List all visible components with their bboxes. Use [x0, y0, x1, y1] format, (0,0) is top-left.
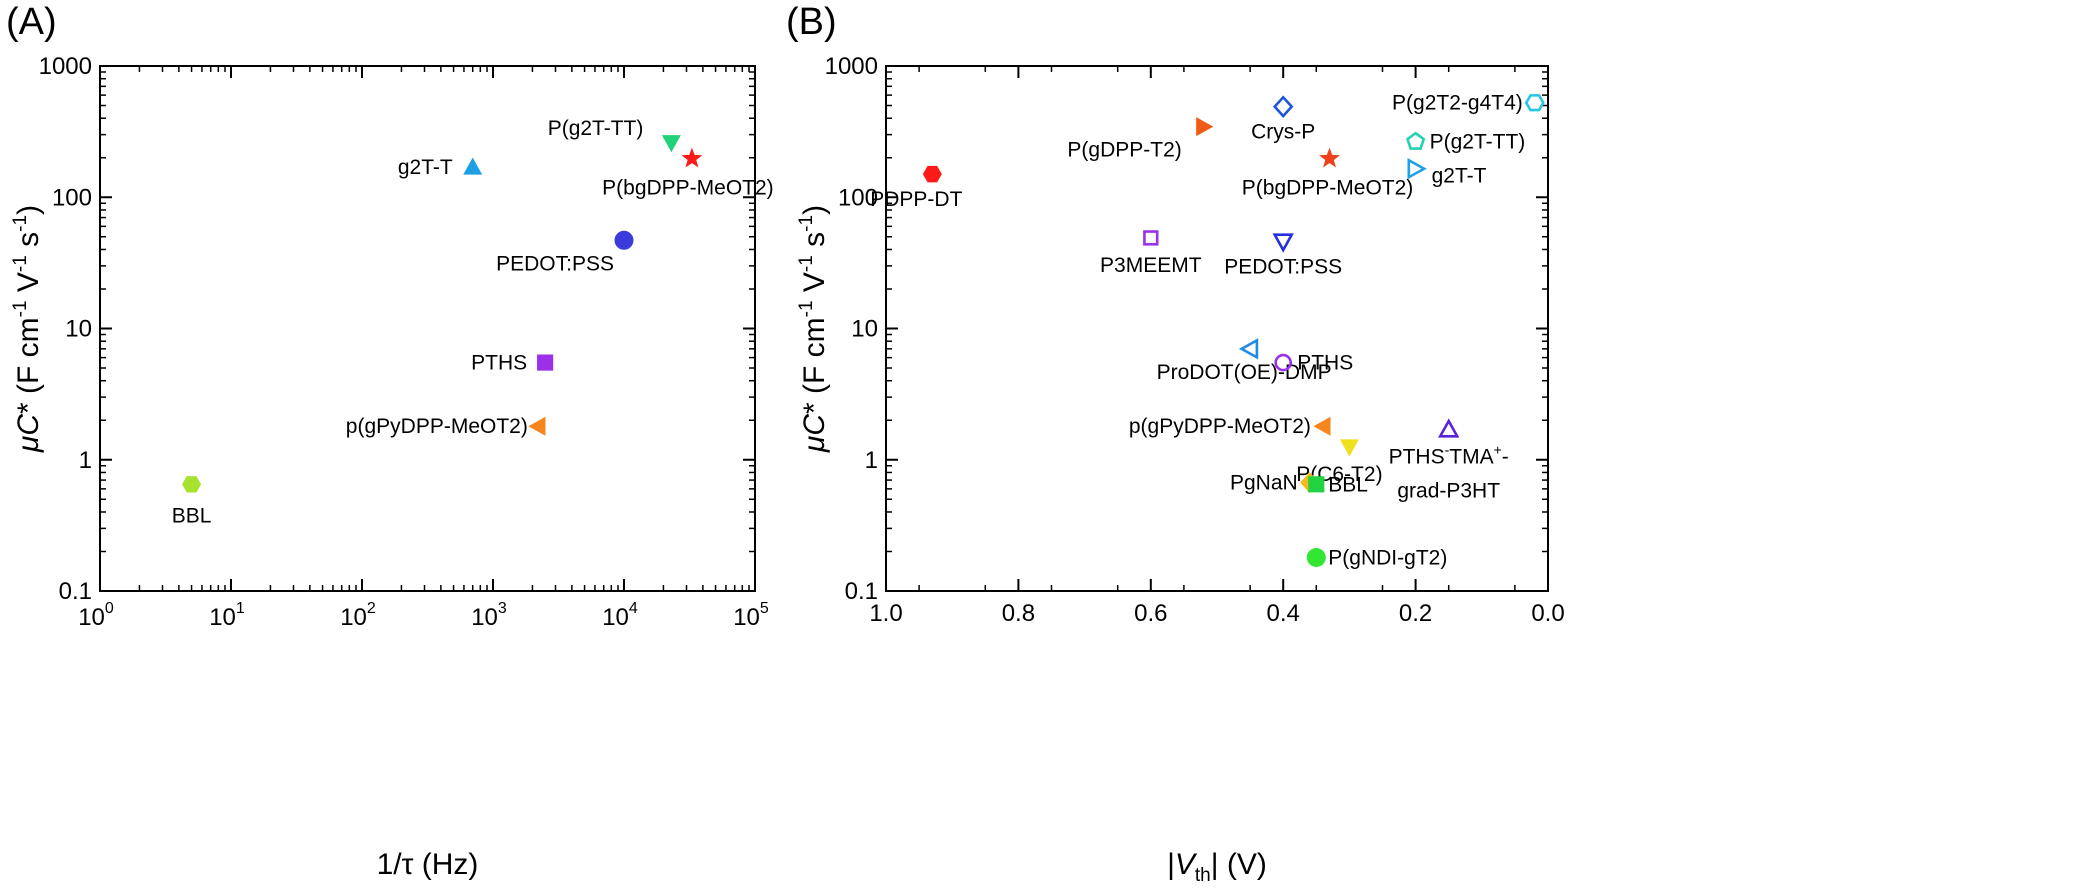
p3meemt-label: P3MEEMT [1100, 254, 1202, 277]
y-tick-label: 10 [851, 316, 878, 343]
g2t-t-label: g2T-T [1432, 165, 1487, 188]
pths-label: PTHS [1297, 352, 1353, 375]
p-g2t-tt-label: P(g2T-TT) [548, 117, 644, 140]
p-g2t-tt-label: P(g2T-TT) [1430, 131, 1526, 154]
g2t-t-marker [1407, 157, 1427, 180]
y-tick-label: 0.1 [59, 578, 92, 605]
p-g2t-tt-marker [661, 135, 681, 153]
prodot-oe-dmp-label: ProDOT(OE)-DMP [1157, 361, 1332, 384]
pths-marker [537, 354, 554, 371]
p-g2t2-g4t4-label: P(g2T2-g4T4) [1392, 92, 1523, 115]
bbl-marker [1308, 476, 1325, 493]
x-axis-title: |Vth| (V) [1167, 848, 1267, 886]
x-tick-label: 1.0 [869, 600, 902, 627]
x-tick-label: 0.4 [1267, 600, 1300, 627]
y-tick-label: 100 [52, 184, 92, 211]
p-bgdpp-meot2-label: P(bgDPP-MeOT2) [602, 177, 774, 200]
y-tick-label: 1000 [39, 53, 92, 80]
x-tick-label: 104 [602, 600, 638, 631]
pgnan-label: PgNaN [1230, 472, 1298, 495]
x-tick-label: 101 [209, 600, 245, 631]
y-tick-label: 0.1 [845, 578, 878, 605]
panel-letter: (B) [786, 1, 837, 43]
y-tick-label: 10 [65, 316, 92, 343]
panel-b: (B) 0.1 1 10 100 1000 1.0 0.8 0.6 0.4 0.2 0.0 μC* (F… [786, 1, 1565, 886]
p-g2t-tt-marker [1405, 131, 1426, 150]
panel-letter: (A) [6, 1, 57, 43]
p-gpydpp-meot2-marker [1313, 416, 1331, 436]
x-axis-title: 1/τ (Hz) [377, 848, 479, 881]
pths-label: PTHS [471, 352, 527, 375]
x-tick-label: 0.0 [1531, 600, 1564, 627]
p-gdpp-t2-label: P(gDPP-T2) [1067, 139, 1181, 162]
p-gpydpp-meot2-label: p(gPyDPP-MeOT2) [346, 415, 528, 438]
pedot-pss-marker [1272, 233, 1294, 253]
pedot-pss-marker [614, 230, 634, 250]
g2t-t-marker [463, 157, 483, 175]
bbl-label: BBL [1328, 473, 1368, 496]
x-tick-label: 0.8 [1002, 600, 1035, 627]
pths-tma-grad-p3ht-label: PTHS-TMA+-grad-P3HT [1389, 442, 1509, 503]
crys-p-marker [1272, 95, 1294, 118]
x-tick-label: 103 [471, 600, 507, 631]
y-tick-label: 1 [79, 447, 92, 474]
p-c6-t2-marker [1339, 439, 1359, 457]
pdpp-dt-marker [922, 165, 942, 183]
p-bgdpp-meot2-marker [1319, 147, 1340, 168]
y-axis-title: μC* (F cm-1 V-1 s-1) [10, 205, 45, 453]
crys-p-label: Crys-P [1251, 121, 1315, 144]
p-bgdpp-meot2-marker [681, 147, 703, 168]
y-tick-label: 1000 [825, 53, 878, 80]
g2t-t-label: g2T-T [398, 156, 453, 179]
p-gpydpp-meot2-marker [528, 416, 546, 436]
pedot-pss-label: PEDOT:PSS [1224, 256, 1342, 279]
p-gpydpp-meot2-label: p(gPyDPP-MeOT2) [1129, 415, 1311, 438]
x-tick-label: 0.2 [1399, 600, 1432, 627]
x-tick-label: 105 [733, 600, 769, 631]
y-tick-label: 1 [865, 447, 878, 474]
bbl-label: BBL [172, 504, 212, 527]
p-gndi-gt2-marker [1306, 547, 1326, 567]
p3meemt-marker [1143, 230, 1159, 246]
x-tick-label: 100 [78, 600, 114, 631]
pedot-pss-label: PEDOT:PSS [496, 252, 614, 275]
p-bgdpp-meot2-label: P(bgDPP-MeOT2) [1242, 177, 1414, 200]
y-tick-label: 100 [838, 184, 878, 211]
p-g2t2-g4t4-marker [1524, 94, 1545, 112]
panel-a: (A) 0.1 1 10 100 1000 100 101 102 103 104 105 μC* (F… [6, 1, 774, 881]
y-axis-title: μC* (F cm-1 V-1 s-1) [796, 205, 831, 453]
bbl-marker [182, 476, 202, 493]
pths-tma-grad-p3ht-marker [1437, 418, 1460, 438]
x-tick-label: 0.6 [1134, 600, 1167, 627]
x-tick-label: 102 [340, 600, 376, 631]
prodot-oe-dmp-marker [1238, 338, 1259, 360]
pths-marker [1274, 353, 1292, 372]
pdpp-dt-label: PDPP-DT [870, 188, 962, 211]
p-gdpp-t2-marker [1196, 117, 1214, 137]
p-gndi-gt2-label: P(gNDI-gT2) [1328, 546, 1447, 569]
